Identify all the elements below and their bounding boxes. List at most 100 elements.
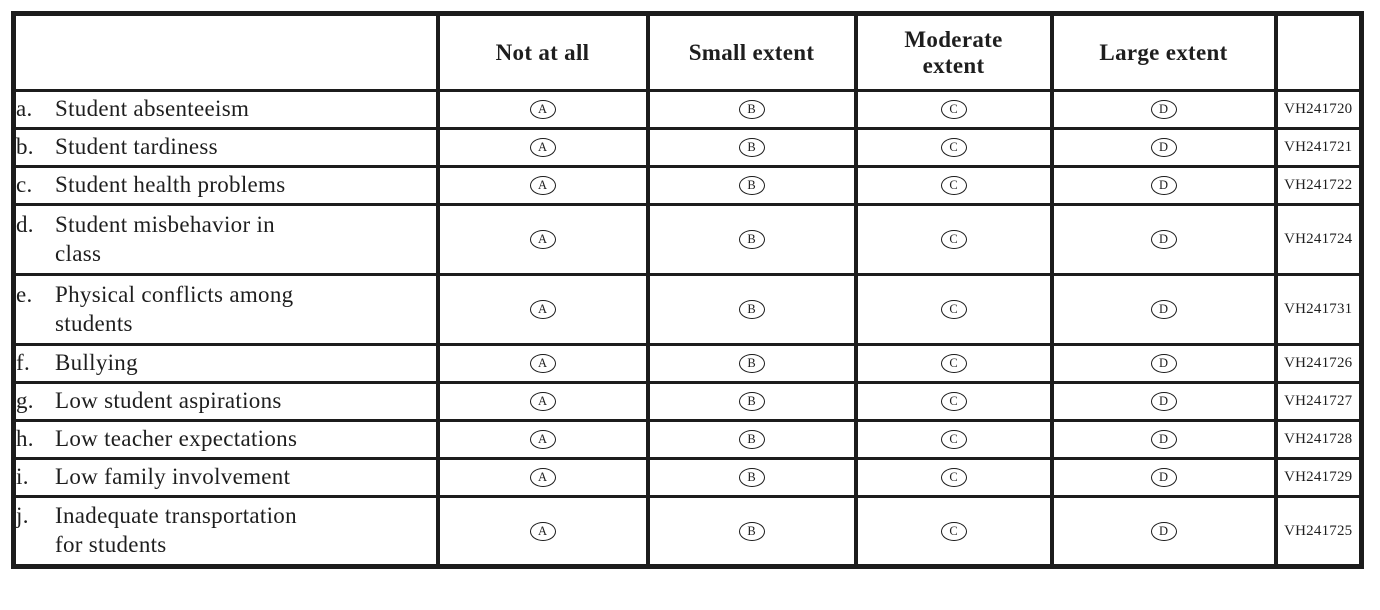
row-label: Low teacher expectations	[55, 426, 298, 452]
row-code: VH241726	[1273, 343, 1364, 384]
option-cell-not-at-all: A	[435, 457, 650, 498]
option-bubble-b[interactable]: B	[738, 521, 765, 541]
row-label: Student absenteeism	[55, 96, 250, 122]
option-bubble-d[interactable]: D	[1150, 176, 1177, 195]
option-cell-not-at-all: A	[435, 381, 650, 422]
table-row: f. Bullying A B C D VH241726	[11, 343, 1364, 384]
header-row: Not at all Small extent Moderate extent …	[11, 12, 1364, 92]
option-bubble-a[interactable]: A	[529, 521, 556, 541]
option-cell-not-at-all: A	[435, 203, 650, 276]
option-bubble-d[interactable]: D	[1150, 521, 1177, 541]
option-bubble-c[interactable]: C	[940, 100, 967, 119]
option-bubble-a[interactable]: A	[529, 230, 556, 249]
table-row: a. Student absenteeism A B C D VH241720	[11, 89, 1364, 130]
option-bubble-d[interactable]: D	[1150, 230, 1177, 249]
option-bubble-c[interactable]: C	[940, 138, 967, 157]
row-letter: c.	[16, 172, 33, 198]
option-cell-not-at-all: A	[435, 419, 650, 460]
option-bubble-a[interactable]: A	[529, 100, 556, 119]
option-cell-not-at-all: A	[435, 273, 650, 346]
item-cell: d. Student misbehavior in class	[11, 203, 440, 276]
row-code: VH241731	[1273, 273, 1364, 346]
table-row: j. Inadequate transportation for student…	[11, 495, 1364, 568]
item-cell: e. Physical conflicts among students	[11, 273, 440, 346]
table-row: i. Low family involvement A B C D VH2417…	[11, 457, 1364, 498]
option-bubble-a[interactable]: A	[529, 300, 556, 319]
option-bubble-a[interactable]: A	[529, 468, 556, 487]
item-cell: h. Low teacher expectations	[11, 419, 440, 460]
option-cell-large-extent: D	[1049, 343, 1278, 384]
survey-table: Not at all Small extent Moderate extent …	[11, 11, 1364, 569]
option-bubble-c[interactable]: C	[940, 354, 967, 373]
row-code: VH241728	[1273, 419, 1364, 460]
option-bubble-d[interactable]: D	[1150, 354, 1177, 373]
option-bubble-b[interactable]: B	[738, 468, 765, 487]
option-bubble-c[interactable]: C	[940, 430, 967, 449]
option-bubble-a[interactable]: A	[529, 392, 556, 411]
option-bubble-a[interactable]: A	[529, 354, 556, 373]
option-cell-small-extent: B	[645, 127, 858, 168]
item-cell: f. Bullying	[11, 343, 440, 384]
option-cell-large-extent: D	[1049, 89, 1278, 130]
option-bubble-d[interactable]: D	[1150, 468, 1177, 487]
option-cell-small-extent: B	[645, 203, 858, 276]
option-bubble-d[interactable]: D	[1150, 300, 1177, 319]
option-bubble-b[interactable]: B	[738, 354, 765, 373]
option-cell-not-at-all: A	[435, 343, 650, 384]
option-bubble-b[interactable]: B	[738, 138, 765, 157]
row-letter: f.	[16, 350, 31, 376]
item-cell: b. Student tardiness	[11, 127, 440, 168]
header-not-at-all-label: Not at all	[495, 39, 590, 65]
header-not-at-all: Not at all	[435, 12, 650, 92]
table-row: d. Student misbehavior in class A B C D …	[11, 203, 1364, 276]
option-bubble-b[interactable]: B	[738, 230, 765, 249]
row-label: Student tardiness	[55, 134, 218, 160]
option-bubble-b[interactable]: B	[738, 300, 765, 319]
option-cell-large-extent: D	[1049, 381, 1278, 422]
option-bubble-c[interactable]: C	[940, 521, 967, 541]
header-large-extent-label: Large extent	[1099, 39, 1228, 65]
row-label: Student misbehavior in class	[55, 211, 275, 266]
option-cell-small-extent: B	[645, 343, 858, 384]
option-bubble-c[interactable]: C	[940, 392, 967, 411]
row-code: VH241725	[1273, 495, 1364, 568]
option-cell-moderate-extent: C	[853, 495, 1054, 568]
option-cell-not-at-all: A	[435, 495, 650, 568]
row-letter: d.	[16, 211, 34, 237]
option-bubble-b[interactable]: B	[738, 176, 765, 195]
option-bubble-a[interactable]: A	[529, 138, 556, 157]
option-bubble-c[interactable]: C	[940, 176, 967, 195]
option-cell-moderate-extent: C	[853, 89, 1054, 130]
table-body: a. Student absenteeism A B C D VH241720 …	[11, 89, 1364, 568]
option-cell-large-extent: D	[1049, 457, 1278, 498]
row-code: VH241720	[1273, 89, 1364, 130]
row-code: VH241722	[1273, 165, 1364, 206]
option-bubble-d[interactable]: D	[1150, 392, 1177, 411]
row-code: VH241727	[1273, 381, 1364, 422]
option-cell-small-extent: B	[645, 381, 858, 422]
item-cell: i. Low family involvement	[11, 457, 440, 498]
option-bubble-c[interactable]: C	[940, 230, 967, 249]
option-cell-large-extent: D	[1049, 273, 1278, 346]
option-bubble-b[interactable]: B	[738, 100, 765, 119]
option-bubble-a[interactable]: A	[529, 176, 556, 195]
row-letter: h.	[16, 426, 34, 452]
option-bubble-c[interactable]: C	[940, 300, 967, 319]
header-item-column	[11, 12, 440, 92]
table-row: b. Student tardiness A B C D VH241721	[11, 127, 1364, 168]
option-bubble-b[interactable]: B	[738, 392, 765, 411]
option-bubble-d[interactable]: D	[1150, 138, 1177, 157]
option-bubble-a[interactable]: A	[529, 430, 556, 449]
row-label: Bullying	[55, 350, 138, 376]
option-bubble-b[interactable]: B	[738, 430, 765, 449]
option-bubble-d[interactable]: D	[1150, 100, 1177, 119]
option-bubble-d[interactable]: D	[1150, 430, 1177, 449]
row-label: Student health problems	[55, 172, 286, 198]
row-label: Inadequate transportation for students	[55, 503, 297, 557]
row-code: VH241724	[1273, 203, 1364, 276]
option-bubble-c[interactable]: C	[940, 468, 967, 487]
header-large-extent: Large extent	[1049, 12, 1278, 92]
header-small-extent-label: Small extent	[688, 39, 815, 65]
option-cell-large-extent: D	[1049, 203, 1278, 276]
row-letter: e.	[16, 281, 33, 307]
